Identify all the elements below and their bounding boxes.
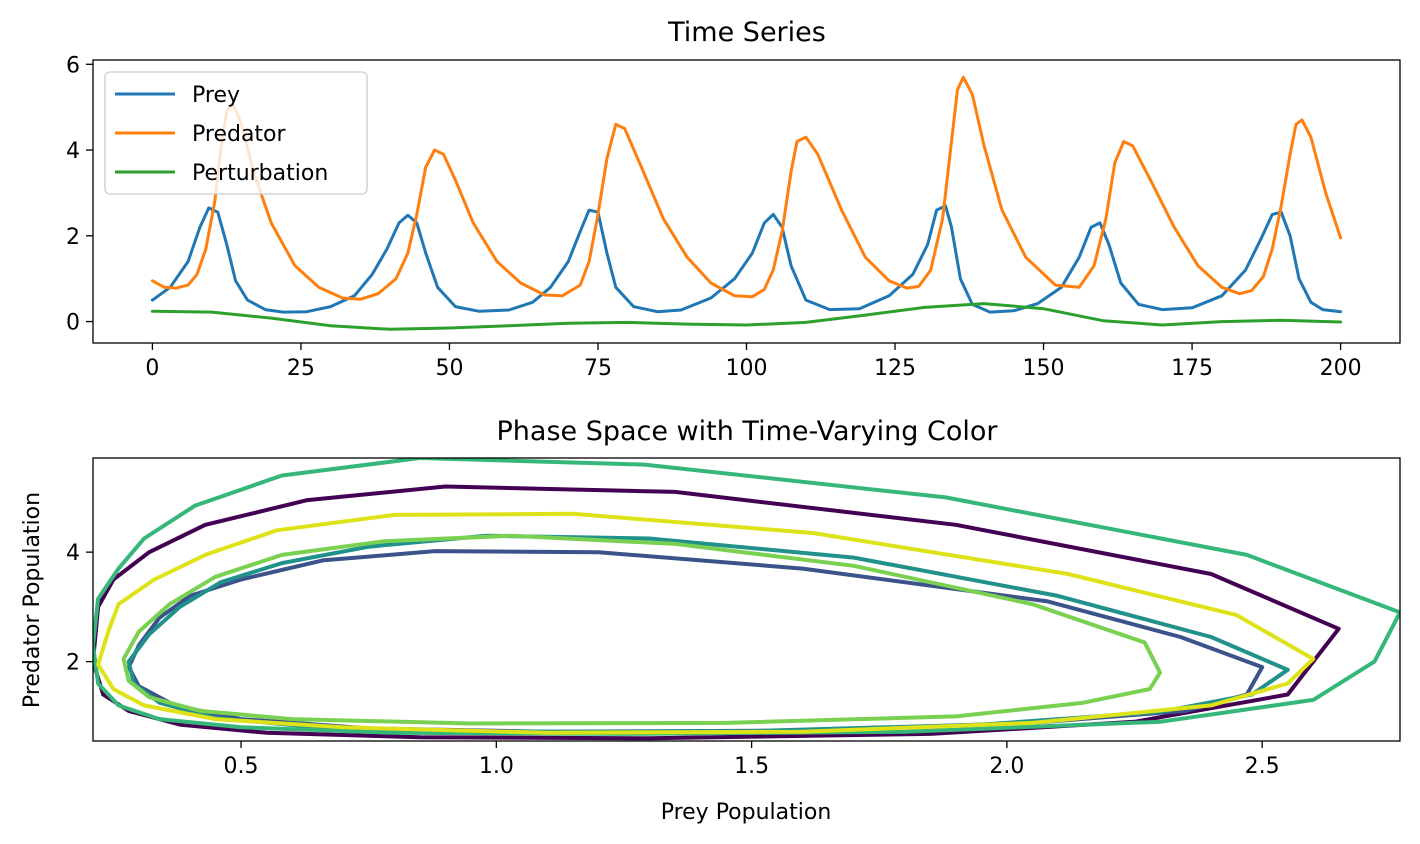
- time-series-panel: Time Series 0 25 50 75 100 125 150 175 200 0246 …: [66, 17, 1401, 381]
- time-series-x-ticks: 0 25 50 75 100 125 150 175 200: [145, 343, 1362, 381]
- time-series-title: Time Series: [667, 17, 826, 48]
- phase-space-series-trajectory-5: [96, 511, 1316, 735]
- phase-space-x-tick-label: 0.5: [224, 754, 259, 779]
- phase-space-y-axis-label: Predator Population: [20, 492, 45, 708]
- legend-label-perturbation: Perturbation: [192, 161, 328, 186]
- time-series-x-tick-label: 150: [1023, 356, 1065, 381]
- time-series-y-tick-label: 4: [66, 139, 80, 164]
- time-series-x-tick-label: 125: [874, 356, 916, 381]
- time-series-x-tick-label: 100: [726, 356, 768, 381]
- phase-space-plot-area: [93, 458, 1400, 741]
- time-series-x-tick-label: 200: [1320, 356, 1362, 381]
- phase-space-series-trajectory-3: [93, 458, 1400, 736]
- time-series-x-tick-label: 25: [287, 356, 315, 381]
- phase-space-x-tick-label: 1.5: [734, 754, 769, 779]
- phase-space-series-trajectory-4: [121, 533, 1162, 726]
- time-series-y-tick-label: 2: [66, 225, 80, 250]
- legend-box: [104, 71, 368, 195]
- phase-space-x-ticks: 0.5 1.0 1.5 2.0 2.5: [224, 741, 1280, 779]
- phase-space-series-trajectory-0: [93, 484, 1341, 741]
- time-series-legend: Prey Predator Perturbation: [104, 71, 368, 195]
- phase-space-frame: [92, 457, 1401, 742]
- time-series-x-tick-label: 0: [145, 356, 159, 381]
- phase-space-x-axis-label: Prey Population: [661, 800, 832, 825]
- phase-space-x-tick-label: 2.5: [1245, 754, 1280, 779]
- phase-space-y-ticks: 24: [66, 541, 93, 676]
- time-series-series-prey: [150, 204, 1343, 314]
- phase-space-x-tick-label: 2.0: [989, 754, 1024, 779]
- phase-space-lines: [93, 458, 1400, 741]
- legend-label-predator: Predator: [192, 122, 287, 147]
- phase-space-title: Phase Space with Time-Varying Color: [497, 416, 999, 447]
- phase-space-panel: Phase Space with Time-Varying Color 0.5 1…: [20, 416, 1401, 825]
- phase-space-x-tick-label: 1.0: [479, 754, 514, 779]
- time-series-x-tick-label: 50: [435, 356, 463, 381]
- time-series-series-perturbation: [150, 302, 1343, 331]
- phase-space-y-tick-label: 2: [66, 651, 80, 676]
- legend-label-prey: Prey: [192, 83, 240, 108]
- time-series-y-tick-label: 0: [66, 311, 80, 336]
- time-series-y-ticks: 0 2 4 6: [66, 53, 93, 336]
- phase-space-y-tick-label: 4: [66, 541, 80, 566]
- time-series-y-tick-label: 6: [66, 53, 80, 78]
- time-series-series-predator: [150, 75, 1343, 301]
- time-series-lines: [150, 75, 1343, 331]
- time-series-x-tick-label: 75: [584, 356, 612, 381]
- time-series-x-tick-label: 175: [1171, 356, 1213, 381]
